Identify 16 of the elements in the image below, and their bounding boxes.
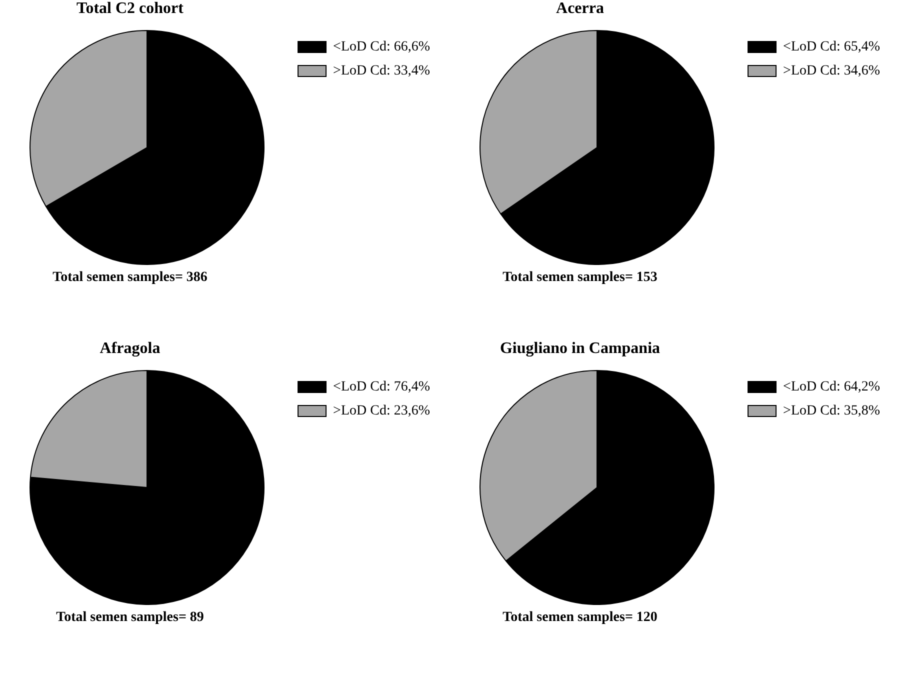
legend-label: <LoD Cd: 76,4%: [333, 380, 430, 395]
legend-label: >LoD Cd: 34,6%: [783, 64, 880, 79]
text: Total semen samples= 386: [52, 270, 208, 286]
legend-label: <LoD Cd: 66,6%: [333, 40, 430, 55]
legend-label: >LoD Cd: 35,8%: [783, 404, 880, 419]
chart-title: Total C2 cohort: [76, 0, 184, 18]
chart-title: Acerra: [555, 0, 605, 18]
legend-label: <LoD Cd: 65,4%: [783, 40, 880, 55]
legend-label: >LoD Cd: 33,4%: [333, 64, 430, 79]
text: Total semen samples= 153: [502, 270, 658, 286]
chart-title: Giugliano in Campania: [498, 340, 662, 358]
chart-title: Afragola: [98, 340, 162, 358]
legend-label: <LoD Cd: 64,2%: [783, 380, 880, 395]
legend-label: >LoD Cd: 23,6%: [333, 404, 430, 419]
text: Total semen samples= 89: [55, 610, 205, 626]
text: Total semen samples= 120: [502, 610, 658, 626]
